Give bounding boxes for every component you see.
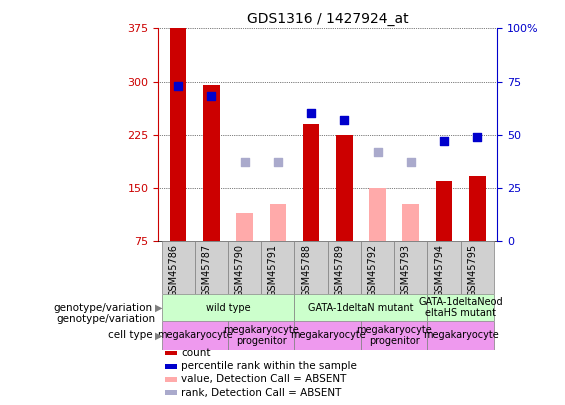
- Bar: [469, 176, 485, 241]
- Text: megakaryocyte: megakaryocyte: [290, 330, 366, 340]
- Bar: [165, 390, 177, 395]
- Bar: [165, 377, 177, 382]
- Bar: [460, 241, 494, 294]
- Bar: [195, 241, 228, 294]
- Text: genotype/variation: genotype/variation: [56, 314, 155, 324]
- Bar: [361, 241, 394, 294]
- Bar: [394, 241, 427, 294]
- Point: [340, 117, 349, 123]
- Text: ▶: ▶: [155, 303, 163, 313]
- Bar: [427, 321, 494, 350]
- Text: GSM45794: GSM45794: [434, 244, 444, 297]
- Text: GSM45795: GSM45795: [467, 244, 477, 297]
- Text: rank, Detection Call = ABSENT: rank, Detection Call = ABSENT: [181, 388, 342, 398]
- Text: megakaryocyte: megakaryocyte: [157, 330, 233, 340]
- Bar: [236, 213, 253, 241]
- Text: wild type: wild type: [206, 303, 250, 313]
- Point: [207, 93, 216, 100]
- Text: GSM45793: GSM45793: [401, 244, 411, 297]
- Bar: [361, 321, 427, 350]
- Text: GSM45789: GSM45789: [334, 244, 344, 297]
- Bar: [328, 241, 361, 294]
- Point: [473, 134, 482, 140]
- Text: genotype/variation: genotype/variation: [54, 303, 153, 313]
- Bar: [427, 241, 460, 294]
- Bar: [436, 181, 453, 241]
- Bar: [162, 241, 195, 294]
- Text: count: count: [181, 348, 211, 358]
- Text: GSM45786: GSM45786: [168, 244, 178, 297]
- Point: [307, 110, 316, 117]
- Point: [440, 138, 449, 144]
- Point: [273, 159, 282, 166]
- Bar: [165, 351, 177, 356]
- Point: [173, 83, 182, 89]
- Bar: [303, 124, 319, 241]
- Bar: [294, 294, 427, 321]
- Bar: [165, 364, 177, 369]
- Title: GDS1316 / 1427924_at: GDS1316 / 1427924_at: [247, 12, 408, 26]
- Text: ▶: ▶: [155, 330, 163, 340]
- Text: GSM45787: GSM45787: [201, 244, 211, 297]
- Bar: [203, 85, 220, 241]
- Text: value, Detection Call = ABSENT: value, Detection Call = ABSENT: [181, 375, 346, 384]
- Bar: [261, 241, 294, 294]
- Bar: [402, 204, 419, 241]
- Text: megakaryocyte
progenitor: megakaryocyte progenitor: [357, 324, 432, 346]
- Text: GSM45790: GSM45790: [234, 244, 245, 297]
- Bar: [228, 241, 261, 294]
- Text: cell type: cell type: [108, 330, 153, 340]
- Point: [406, 159, 415, 166]
- Bar: [170, 28, 186, 241]
- Bar: [370, 188, 386, 241]
- Text: GATA-1deltaN mutant: GATA-1deltaN mutant: [308, 303, 414, 313]
- Bar: [427, 294, 494, 321]
- Point: [240, 159, 249, 166]
- Text: megakaryocyte: megakaryocyte: [423, 330, 498, 340]
- Bar: [336, 135, 353, 241]
- Text: megakaryocyte
progenitor: megakaryocyte progenitor: [223, 324, 299, 346]
- Text: GSM45788: GSM45788: [301, 244, 311, 297]
- Text: GSM45791: GSM45791: [268, 244, 278, 297]
- Bar: [294, 321, 361, 350]
- Text: GSM45792: GSM45792: [368, 244, 377, 297]
- Bar: [294, 241, 328, 294]
- Bar: [228, 321, 294, 350]
- Text: GATA-1deltaNeod
eltaHS mutant: GATA-1deltaNeod eltaHS mutant: [418, 297, 503, 318]
- Text: percentile rank within the sample: percentile rank within the sample: [181, 361, 357, 371]
- Bar: [162, 321, 228, 350]
- Bar: [270, 204, 286, 241]
- Bar: [162, 294, 294, 321]
- Point: [373, 149, 382, 155]
